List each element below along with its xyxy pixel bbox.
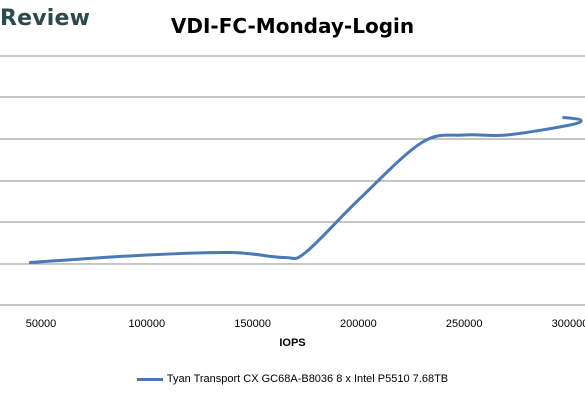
x-tick-label: 250000 xyxy=(446,318,483,330)
x-axis-label: IOPS xyxy=(279,337,306,349)
x-tick-label: 300000 xyxy=(552,318,585,330)
x-tick-label: 200000 xyxy=(340,318,377,330)
legend-series-label: Tyan Transport CX GC68A-B8036 8 x Intel … xyxy=(166,373,449,385)
grid-lines xyxy=(0,55,585,306)
series-layer xyxy=(28,116,583,264)
legend[interactable]: Tyan Transport CX GC68A-B8036 8 x Intel … xyxy=(0,373,585,385)
chart-title: VDI-FC-Monday-Login xyxy=(170,14,415,38)
series-line xyxy=(28,116,583,264)
x-tick-labels: 50000 100000 150000 200000 250000 300000 xyxy=(26,318,585,330)
x-tick-label: 100000 xyxy=(128,318,165,330)
legend-swatch xyxy=(136,377,163,381)
review-logo: Review xyxy=(0,6,91,31)
x-tick-label: 50000 xyxy=(26,318,57,330)
x-tick-label: 150000 xyxy=(234,318,271,330)
